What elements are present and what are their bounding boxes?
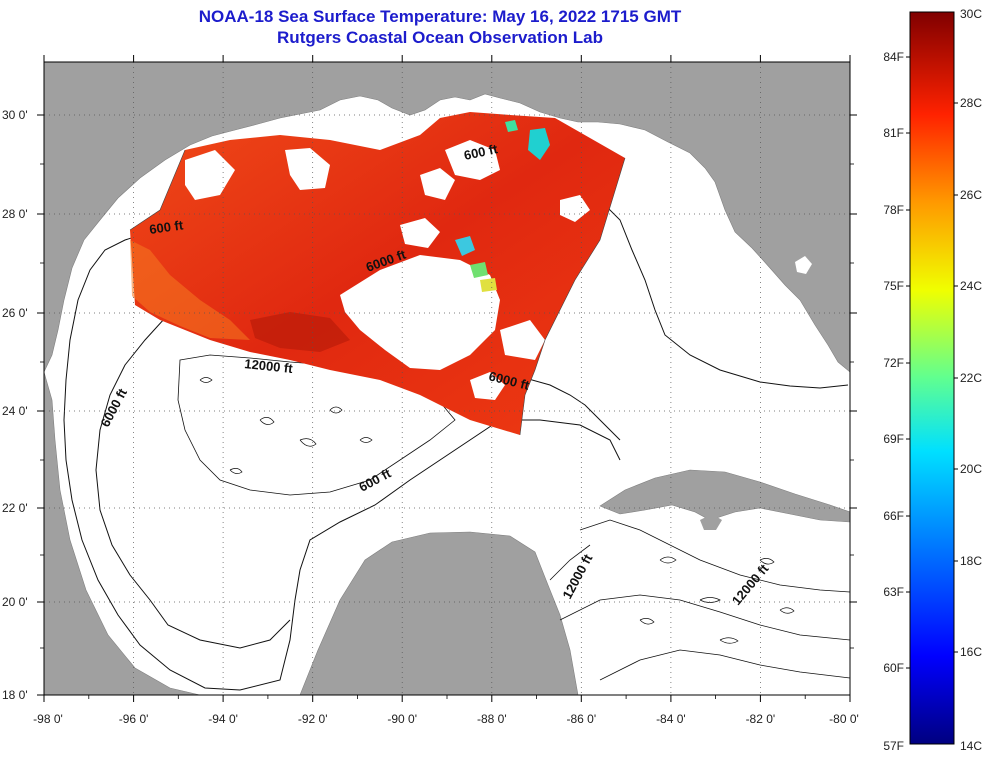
colorbar-f-69: 69F <box>883 432 904 446</box>
sst-warm-variation <box>130 240 250 340</box>
sst-warm-core <box>250 312 350 352</box>
colorbar-c-26: 26C <box>960 188 982 202</box>
contour-label-600-north: 600 ft <box>148 217 184 237</box>
colorbar-c-18: 18C <box>960 554 982 568</box>
lon-label-92: -92 0' <box>298 712 328 726</box>
lat-label-28: 28 0' <box>2 207 28 221</box>
lon-label-86: -86 0' <box>566 712 596 726</box>
contour-12000ft <box>177 354 456 496</box>
lon-label-90: -90 0' <box>387 712 417 726</box>
colorbar: 30C 28C 26C 24C 22C 20C 18C 16C 14C 84F … <box>883 7 982 753</box>
colorbar-c-14: 14C <box>960 739 982 753</box>
lon-label-82: -82 0' <box>746 712 776 726</box>
colorbar-f-75: 75F <box>883 279 904 293</box>
lon-label-84: -84 0' <box>656 712 686 726</box>
lon-label-96: -96 0' <box>119 712 149 726</box>
land-isla-juventud <box>700 514 722 530</box>
sst-swath-edge <box>129 149 626 436</box>
lon-label-80: -80 0' <box>829 712 859 726</box>
colorbar-f-66: 66F <box>883 509 904 523</box>
contour-fragments <box>199 377 795 644</box>
tick-marks <box>37 55 857 702</box>
colorbar-f-60: 60F <box>883 661 904 675</box>
lon-label-88: -88 0' <box>477 712 507 726</box>
sst-cool-patches <box>455 120 550 292</box>
colorbar-c-20: 20C <box>960 462 982 476</box>
lon-label-94: -94 0' <box>208 712 238 726</box>
colorbar-gradient <box>909 11 955 745</box>
colorbar-f-63: 63F <box>883 585 904 599</box>
contour-600ft <box>63 189 849 691</box>
colorbar-f-57: 57F <box>883 739 904 753</box>
longitude-labels: -98 0' -96 0' -94 0' -92 0' -90 0' -88 0… <box>33 712 859 726</box>
graticule <box>44 62 850 695</box>
contour-label-12000-center: 12000 ft <box>244 356 294 376</box>
lat-label-18: 18 0' <box>2 688 28 702</box>
lat-label-26: 26 0' <box>2 306 28 320</box>
land-us-gulf-coast <box>44 62 850 373</box>
map-title: NOAA-18 Sea Surface Temperature: May 16,… <box>40 6 840 48</box>
colorbar-f-78: 78F <box>883 203 904 217</box>
colorbar-c-24: 24C <box>960 279 982 293</box>
land-cuba <box>599 469 850 523</box>
colorbar-f-72: 72F <box>883 356 904 370</box>
title-line-1: NOAA-18 Sea Surface Temperature: May 16,… <box>198 7 682 26</box>
lat-label-20: 20 0' <box>2 595 28 609</box>
minor-ticks <box>40 163 854 699</box>
colorbar-c-30: 30C <box>960 7 982 21</box>
contour-label-600-northeast: 600 ft <box>463 141 500 163</box>
title-line-2: Rutgers Coastal Ocean Observation Lab <box>277 28 603 47</box>
lon-label-98: -98 0' <box>33 712 63 726</box>
lat-label-30: 30 0' <box>2 108 28 122</box>
colorbar-c-22: 22C <box>960 371 982 385</box>
contour-caribbean <box>549 519 850 681</box>
colorbar-f-81: 81F <box>883 126 904 140</box>
land-mexico <box>44 371 201 695</box>
lake-okeechobee <box>795 256 812 274</box>
land-yucatan <box>299 531 579 695</box>
colorbar-c-16: 16C <box>960 645 982 659</box>
latitude-labels: 30 0' 28 0' 26 0' 24 0' 22 0' 20 0' 18 0… <box>2 108 28 702</box>
lat-label-24: 24 0' <box>2 404 28 418</box>
lat-label-22: 22 0' <box>2 501 28 515</box>
colorbar-f-84: 84F <box>883 50 904 64</box>
colorbar-c-28: 28C <box>960 96 982 110</box>
cloud-cover <box>185 140 590 400</box>
